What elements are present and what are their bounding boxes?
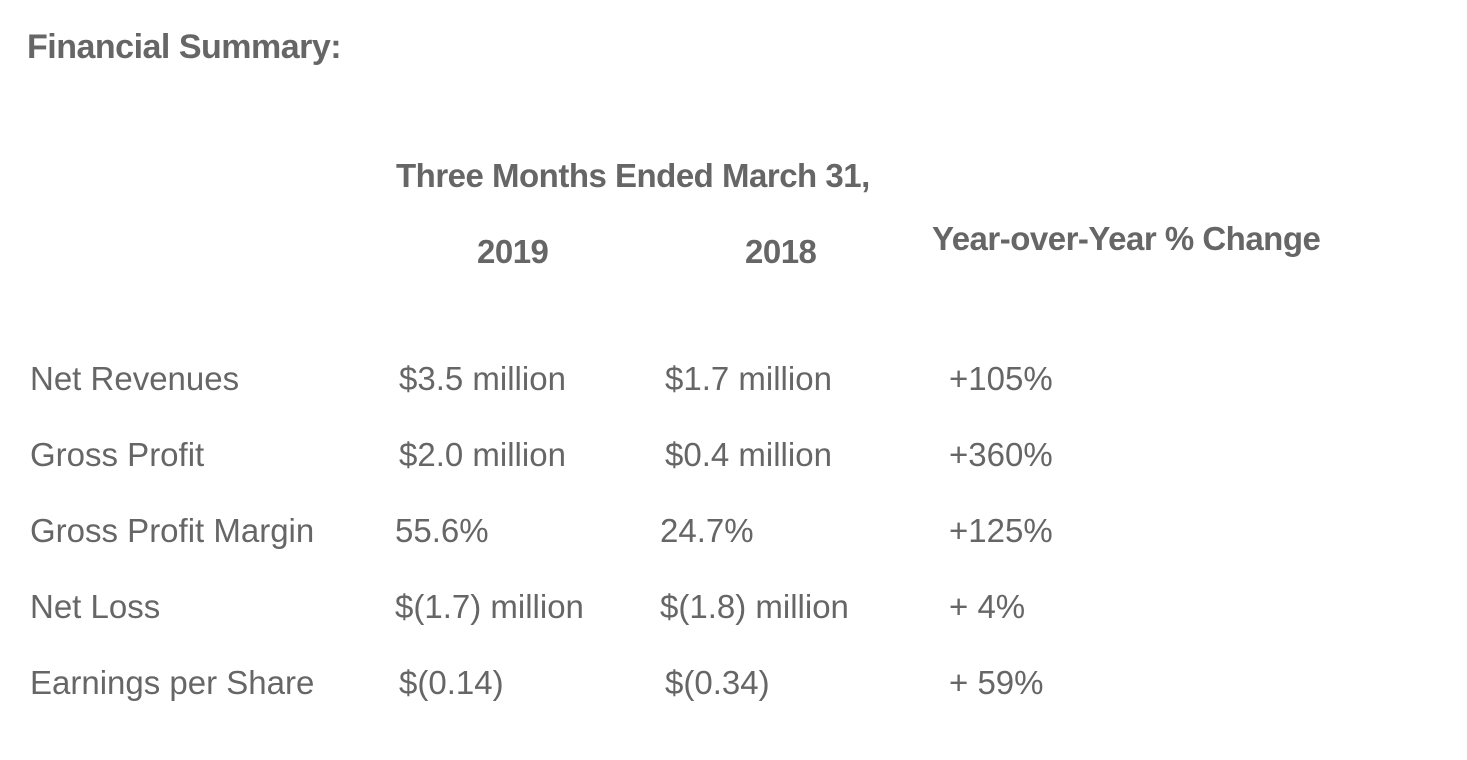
column-header-2019: 2019 xyxy=(477,233,549,270)
value-2019: $2.0 million xyxy=(399,436,566,473)
value-change: + 59% xyxy=(949,664,1044,701)
value-2019: 55.6% xyxy=(395,512,489,549)
row-label: Earnings per Share xyxy=(30,664,315,701)
column-header-2018: 2018 xyxy=(745,233,817,270)
value-2018: $1.7 million xyxy=(665,360,832,397)
row-label: Gross Profit xyxy=(30,436,205,473)
column-header-change: Year-over-Year % Change xyxy=(932,220,1321,257)
row-label: Net Revenues xyxy=(30,360,240,397)
period-header: Three Months Ended March 31, xyxy=(396,157,870,194)
value-2018: $0.4 million xyxy=(665,436,832,473)
value-change: +105% xyxy=(949,360,1053,397)
value-2019: $(1.7) million xyxy=(395,588,584,625)
page-title: Financial Summary: xyxy=(27,28,342,66)
value-change: + 4% xyxy=(949,588,1026,625)
value-2019: $3.5 million xyxy=(399,360,566,397)
row-label: Gross Profit Margin xyxy=(30,512,315,549)
value-2018: $(1.8) million xyxy=(660,588,849,625)
row-label: Net Loss xyxy=(30,588,161,625)
value-change: +125% xyxy=(949,512,1053,549)
value-2018: 24.7% xyxy=(660,512,754,549)
value-change: +360% xyxy=(949,436,1053,473)
value-2018: $(0.34) xyxy=(665,664,770,701)
value-2019: $(0.14) xyxy=(399,664,504,701)
